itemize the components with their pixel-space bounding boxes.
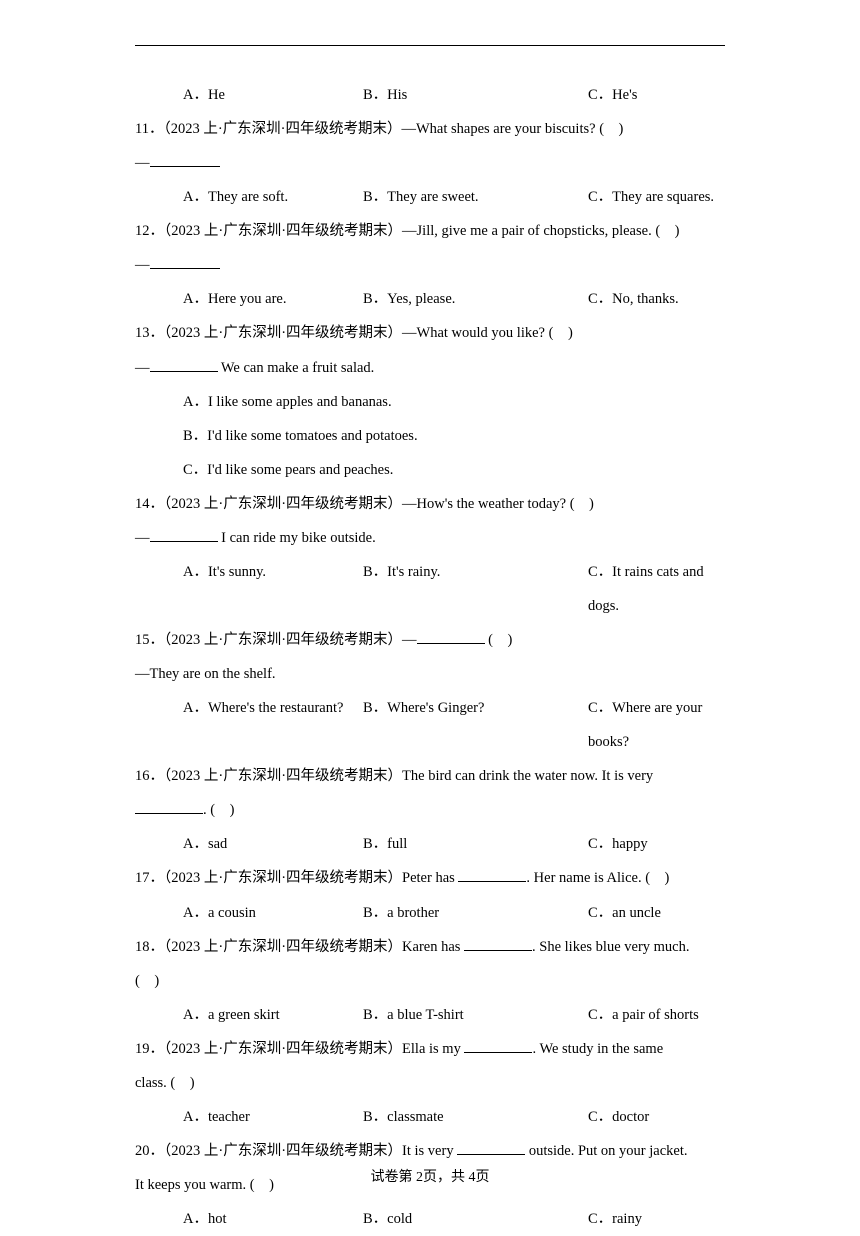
q14-option-a: A．It's sunny. <box>183 555 363 623</box>
q18-sub: ( ) <box>135 964 725 998</box>
q11-options: A．They are soft. B．They are sweet. C．The… <box>135 180 725 214</box>
q18-stem: 18．（2023 上·广东深圳·四年级统考期末）Karen has . She … <box>135 930 725 964</box>
q12-option-b: B．Yes, please. <box>363 282 588 316</box>
q16-option-c: C．happy <box>588 827 725 861</box>
q18-option-a: A．a green skirt <box>183 998 363 1032</box>
q17-options: A．a cousin B．a brother C．an uncle <box>135 896 725 930</box>
q19-option-c: C．doctor <box>588 1100 725 1134</box>
q14-dash: — <box>135 530 150 546</box>
q17-option-a: A．a cousin <box>183 896 363 930</box>
q14-options: A．It's sunny. B．It's rainy. C．It rains c… <box>135 555 725 623</box>
q14-response-line: — I can ride my bike outside. <box>135 521 725 555</box>
blank-fill <box>135 800 203 814</box>
q18-stem-post: . She likes blue very much. <box>532 939 689 955</box>
q18-stem-pre: 18．（2023 上·广东深圳·四年级统考期末）Karen has <box>135 939 464 955</box>
q20-option-c: C．rainy <box>588 1202 725 1236</box>
q15-stem-pre: 15．（2023 上·广东深圳·四年级统考期末）— <box>135 632 417 648</box>
q12-option-c: C．No, thanks. <box>588 282 725 316</box>
page-content: A．He B．His C．He's 11．（2023 上·广东深圳·四年级统考期… <box>0 0 860 1236</box>
q20-option-a: A．hot <box>183 1202 363 1236</box>
q15-sub: —They are on the shelf. <box>135 657 725 691</box>
q18-options: A．a green skirt B．a blue T-shirt C．a pai… <box>135 998 725 1032</box>
q19-option-b: B．classmate <box>363 1100 588 1134</box>
q17-option-c: C．an uncle <box>588 896 725 930</box>
q20-stem-post: outside. Put on your jacket. <box>525 1143 687 1159</box>
q11-stem: 11．（2023 上·广东深圳·四年级统考期末）—What shapes are… <box>135 112 725 146</box>
q13-option-a: A．I like some apples and bananas. <box>135 385 725 419</box>
blank-fill <box>150 153 220 167</box>
q13-option-c: C．I'd like some pears and peaches. <box>135 453 725 487</box>
q10-option-b: B．His <box>363 78 588 112</box>
q19-sub: class. ( ) <box>135 1066 725 1100</box>
q13-stem: 13．（2023 上·广东深圳·四年级统考期末）—What would you … <box>135 316 725 350</box>
q16-tail: . ( ) <box>203 802 234 818</box>
q12-dash: — <box>135 257 150 273</box>
blank-fill <box>150 358 218 372</box>
blank-fill <box>464 937 532 951</box>
blank-fill <box>417 630 485 644</box>
q17-stem-pre: 17．（2023 上·广东深圳·四年级统考期末）Peter has <box>135 870 458 886</box>
q13-dash: — <box>135 360 150 376</box>
q13-tail: We can make a fruit salad. <box>218 360 375 376</box>
q19-stem: 19．（2023 上·广东深圳·四年级统考期末）Ella is my . We … <box>135 1032 725 1066</box>
q11-response-line: — <box>135 146 725 180</box>
q19-options: A．teacher B．classmate C．doctor <box>135 1100 725 1134</box>
top-horizontal-rule <box>135 45 725 46</box>
page-footer: 试卷第 2页，共 4页 <box>0 1166 860 1186</box>
blank-fill <box>457 1141 525 1155</box>
q17-stem: 17．（2023 上·广东深圳·四年级统考期末）Peter has . Her … <box>135 861 725 895</box>
q10-options: A．He B．His C．He's <box>135 78 725 112</box>
q11-dash: — <box>135 155 150 171</box>
q11-option-c: C．They are squares. <box>588 180 725 214</box>
q15-option-b: B．Where's Ginger? <box>363 691 588 759</box>
q12-options: A．Here you are. B．Yes, please. C．No, tha… <box>135 282 725 316</box>
blank-fill <box>150 528 218 542</box>
q19-option-a: A．teacher <box>183 1100 363 1134</box>
q11-option-b: B．They are sweet. <box>363 180 588 214</box>
q16-option-a: A．sad <box>183 827 363 861</box>
q14-option-c: C．It rains cats and dogs. <box>588 555 725 623</box>
q19-stem-post: . We study in the same <box>532 1041 663 1057</box>
q14-option-b: B．It's rainy. <box>363 555 588 623</box>
q15-options: A．Where's the restaurant? B．Where's Ging… <box>135 691 725 759</box>
q16-option-b: B．full <box>363 827 588 861</box>
q11-option-a: A．They are soft. <box>183 180 363 214</box>
q13-option-b: B．I'd like some tomatoes and potatoes. <box>135 419 725 453</box>
q16-options: A．sad B．full C．happy <box>135 827 725 861</box>
q15-stem-post: ( ) <box>485 632 513 648</box>
q19-stem-pre: 19．（2023 上·广东深圳·四年级统考期末）Ella is my <box>135 1041 464 1057</box>
q15-stem: 15．（2023 上·广东深圳·四年级统考期末）— ( ) <box>135 623 725 657</box>
blank-fill <box>150 255 220 269</box>
q14-stem: 14．（2023 上·广东深圳·四年级统考期末）—How's the weath… <box>135 487 725 521</box>
q14-tail: I can ride my bike outside. <box>218 530 376 546</box>
blank-fill <box>464 1039 532 1053</box>
q20-stem: 20．（2023 上·广东深圳·四年级统考期末）It is very outsi… <box>135 1134 725 1168</box>
q12-option-a: A．Here you are. <box>183 282 363 316</box>
q20-options: A．hot B．cold C．rainy <box>135 1202 725 1236</box>
q16-stem: 16．（2023 上·广东深圳·四年级统考期末）The bird can dri… <box>135 759 725 793</box>
q18-option-c: C．a pair of shorts <box>588 998 725 1032</box>
q10-option-c: C．He's <box>588 78 725 112</box>
q17-stem-post: . Her name is Alice. ( ) <box>526 870 669 886</box>
q12-response-line: — <box>135 248 725 282</box>
q13-response-line: — We can make a fruit salad. <box>135 351 725 385</box>
q16-tail-line: . ( ) <box>135 793 725 827</box>
q18-option-b: B．a blue T-shirt <box>363 998 588 1032</box>
blank-fill <box>458 868 526 882</box>
q15-option-c: C．Where are your books? <box>588 691 725 759</box>
q20-option-b: B．cold <box>363 1202 588 1236</box>
q12-stem: 12．（2023 上·广东深圳·四年级统考期末）—Jill, give me a… <box>135 214 725 248</box>
q10-option-a: A．He <box>183 78 363 112</box>
q17-option-b: B．a brother <box>363 896 588 930</box>
q20-stem-pre: 20．（2023 上·广东深圳·四年级统考期末）It is very <box>135 1143 457 1159</box>
q15-option-a: A．Where's the restaurant? <box>183 691 363 759</box>
